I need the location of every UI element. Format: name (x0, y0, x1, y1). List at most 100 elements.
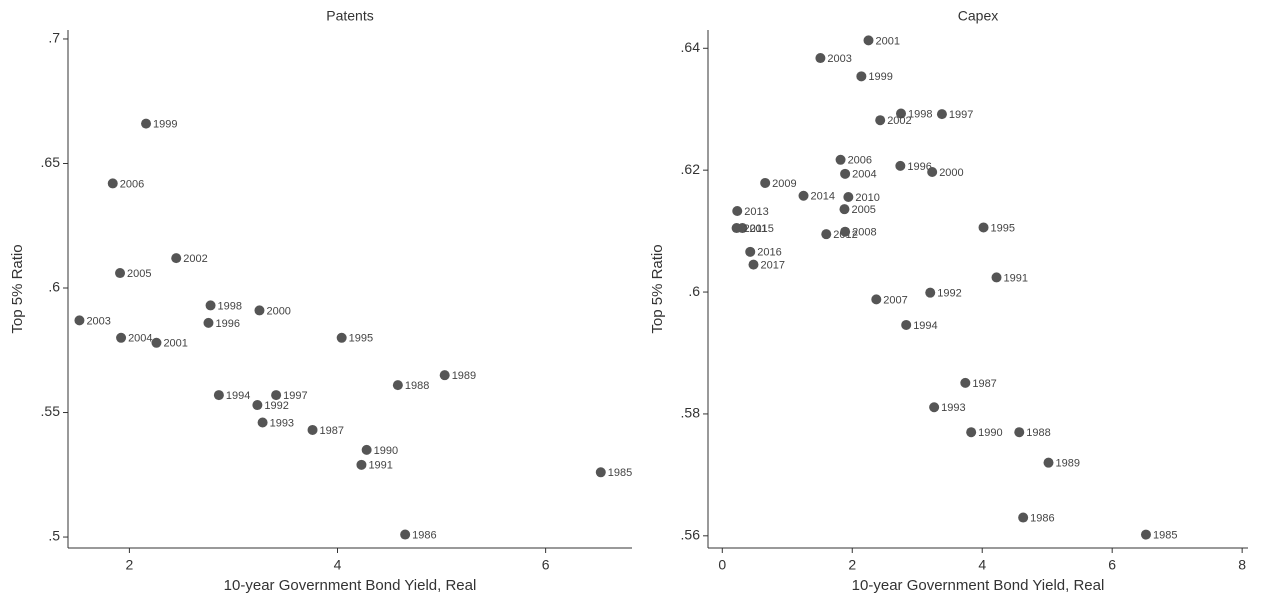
point-label: 1985 (608, 467, 632, 479)
point-label: 1998 (218, 300, 242, 312)
point-label: 2010 (855, 192, 879, 204)
point-label: 2015 (749, 223, 773, 235)
point-label: 1988 (405, 380, 429, 392)
y-tick-label: .5 (48, 528, 60, 544)
point (760, 177, 771, 188)
point (840, 226, 851, 237)
point-label: 2002 (887, 115, 911, 127)
point (203, 317, 214, 328)
point-label: 1987 (320, 425, 344, 437)
point-label: 1991 (1004, 272, 1028, 284)
point (856, 71, 867, 82)
point (927, 166, 938, 177)
point-label: 1986 (412, 529, 436, 541)
point-label: 1988 (1026, 427, 1050, 439)
point-label: 1992 (937, 288, 961, 300)
point (439, 370, 450, 381)
point-label: 2006 (120, 178, 144, 190)
point-label: 1989 (452, 370, 476, 382)
point-label: 1994 (226, 390, 250, 402)
y-tick-label: .6 (688, 283, 700, 299)
point-label: 2003 (827, 53, 851, 65)
point-label: 1993 (270, 417, 294, 429)
point (271, 390, 282, 401)
point (991, 272, 1002, 283)
point (400, 529, 411, 540)
point (151, 337, 162, 348)
point (1140, 529, 1151, 540)
chart-title: Patents (326, 8, 373, 24)
point-label: 2000 (266, 305, 290, 317)
point-label: 1996 (907, 161, 931, 173)
point-label: 1997 (283, 390, 307, 402)
point (925, 287, 936, 298)
point (821, 229, 832, 240)
point-label: 1993 (941, 402, 965, 414)
point (356, 459, 367, 470)
point-label: 2006 (848, 155, 872, 167)
y-tick-label: .56 (681, 527, 701, 543)
point (74, 315, 85, 326)
point (745, 246, 756, 257)
point-label: 2009 (772, 178, 796, 190)
point (895, 108, 906, 119)
x-axis-label: 10-year Government Bond Yield, Real (224, 577, 477, 594)
point (960, 377, 971, 388)
point-label: 2000 (939, 167, 963, 179)
point-label: 2014 (811, 191, 835, 203)
point-label: 2004 (128, 333, 152, 345)
point (141, 118, 152, 129)
point (252, 400, 263, 411)
point (257, 417, 268, 428)
point (843, 191, 854, 202)
x-axis-label: 10-year Government Bond Yield, Real (852, 577, 1105, 594)
y-tick-label: .55 (41, 403, 61, 419)
point-label: 2007 (883, 294, 907, 306)
point-label: 2005 (851, 204, 875, 216)
point (815, 53, 826, 64)
point-label: 2016 (757, 247, 781, 259)
point (748, 259, 759, 270)
point-label: 1996 (215, 318, 239, 330)
x-tick-label: 8 (1238, 557, 1246, 573)
point-label: 1998 (908, 108, 932, 120)
point-label: 2001 (876, 35, 900, 47)
point (254, 305, 265, 316)
point (392, 380, 403, 391)
x-tick-label: 4 (334, 557, 342, 573)
point-label: 1997 (949, 109, 973, 121)
y-tick-label: .65 (41, 154, 61, 170)
point (336, 332, 347, 343)
point (1014, 427, 1025, 438)
point-label: 2001 (163, 338, 187, 350)
point-label: 2013 (744, 206, 768, 218)
x-tick-label: 0 (718, 557, 726, 573)
point-label: 1992 (264, 400, 288, 412)
point (107, 178, 118, 189)
point (731, 223, 742, 234)
x-tick-label: 2 (125, 557, 133, 573)
point-label: 1994 (913, 320, 937, 332)
point-label: 1995 (991, 222, 1015, 234)
x-tick-label: 4 (978, 557, 986, 573)
point (595, 467, 606, 478)
point-label: 2002 (183, 253, 207, 265)
point (863, 35, 874, 46)
y-tick-label: .58 (681, 405, 701, 421)
x-tick-label: 6 (1108, 557, 1116, 573)
point-label: 1995 (349, 333, 373, 345)
point-label: 1985 (1153, 529, 1177, 541)
y-tick-label: .62 (681, 161, 701, 177)
point (213, 390, 224, 401)
y-axis-label: Top 5% Ratio (9, 244, 26, 333)
point (361, 444, 372, 455)
point (936, 109, 947, 120)
point (205, 300, 216, 311)
point (116, 332, 127, 343)
point (835, 154, 846, 165)
point (895, 160, 906, 171)
point (732, 205, 743, 216)
point-label: 2017 (760, 260, 784, 272)
point (978, 222, 989, 233)
